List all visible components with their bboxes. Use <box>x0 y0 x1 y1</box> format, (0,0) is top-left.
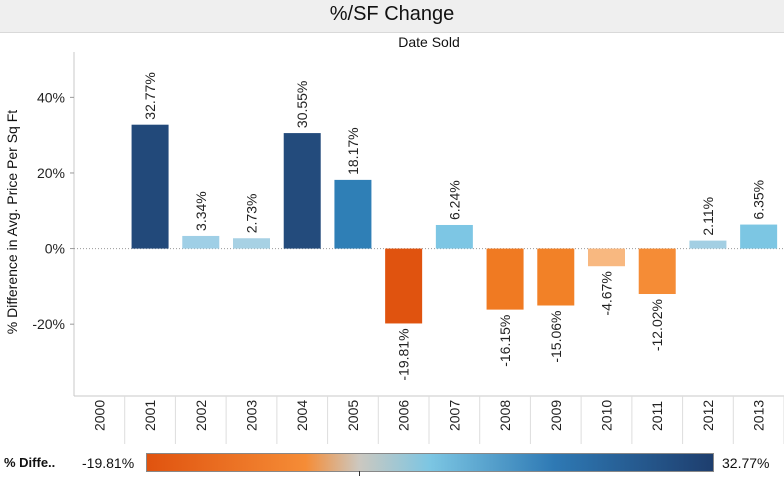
data-label: 18.17% <box>345 127 361 174</box>
color-legend: % Diffe.. -19.81% 32.77% <box>0 446 784 484</box>
bar <box>689 240 727 249</box>
title-bar <box>0 0 784 33</box>
data-label: 2.73% <box>244 194 260 234</box>
x-tick-label: 2013 <box>751 400 767 431</box>
data-label: -12.02% <box>649 299 665 351</box>
x-tick-label: 2012 <box>700 400 716 431</box>
bar <box>131 124 169 249</box>
column-header: Date Sold <box>398 34 460 50</box>
bar <box>537 248 575 306</box>
data-label: -16.15% <box>497 315 513 367</box>
legend-color-ramp[interactable] <box>146 453 714 472</box>
x-tick-label: 2001 <box>142 400 158 431</box>
x-tick-label: 2011 <box>649 401 665 431</box>
data-label: 6.24% <box>446 180 462 220</box>
data-label: -4.67% <box>599 271 615 315</box>
x-tick-label: 2005 <box>345 400 361 431</box>
legend-zero-tick <box>359 471 360 476</box>
x-tick-label: 2004 <box>294 400 310 431</box>
y-tick-label: 40% <box>37 89 65 105</box>
chart-title: %/SF Change <box>329 3 455 25</box>
data-label: -15.06% <box>548 311 564 363</box>
data-label: 6.35% <box>751 180 767 220</box>
data-label: 3.34% <box>193 191 209 231</box>
y-tick-label: 20% <box>37 165 65 181</box>
bar <box>334 179 372 249</box>
bar-chart: -20% 0% 20% 40% 2000 2001 32.77% 2002 3.34% 2003 2… <box>32 52 784 444</box>
bar <box>283 133 321 249</box>
legend-min-label: -19.81% <box>82 455 135 471</box>
x-tick-label: 2003 <box>244 400 260 431</box>
bar <box>588 248 625 267</box>
bar <box>740 224 778 249</box>
data-label: 30.55% <box>294 81 310 128</box>
x-tick-label: 2008 <box>497 400 513 431</box>
x-tick-label: 2000 <box>91 400 107 431</box>
bar <box>233 238 270 249</box>
bar <box>638 248 676 295</box>
data-label: -19.81% <box>396 328 412 380</box>
data-label: 32.77% <box>142 72 158 119</box>
bar <box>182 235 220 249</box>
x-tick-label: 2009 <box>548 400 564 431</box>
y-tick-label: -20% <box>32 316 65 332</box>
legend-max-label: 32.77% <box>722 455 770 471</box>
bar <box>435 224 473 249</box>
y-tick-label: 0% <box>45 241 65 257</box>
x-tick-label: 2007 <box>446 400 462 431</box>
data-label: 2.11% <box>700 197 716 236</box>
x-tick-label: 2006 <box>396 400 412 431</box>
legend-title[interactable]: % Diffe.. <box>4 455 56 470</box>
x-tick-label: 2002 <box>193 400 209 431</box>
bar <box>385 248 423 324</box>
bar <box>486 248 524 310</box>
x-tick-label: 2010 <box>599 400 615 431</box>
